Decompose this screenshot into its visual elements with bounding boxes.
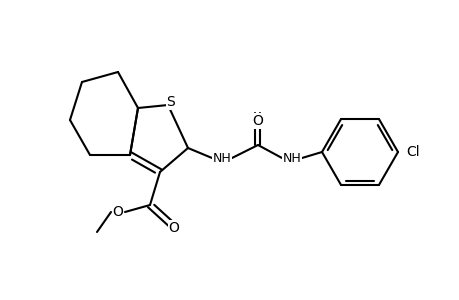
Text: O: O bbox=[112, 205, 123, 219]
Text: NH: NH bbox=[282, 152, 301, 164]
Text: O: O bbox=[252, 114, 263, 128]
Text: S: S bbox=[166, 95, 175, 109]
Text: O: O bbox=[168, 221, 179, 235]
Text: NH: NH bbox=[212, 152, 231, 164]
Text: Cl: Cl bbox=[405, 145, 419, 159]
